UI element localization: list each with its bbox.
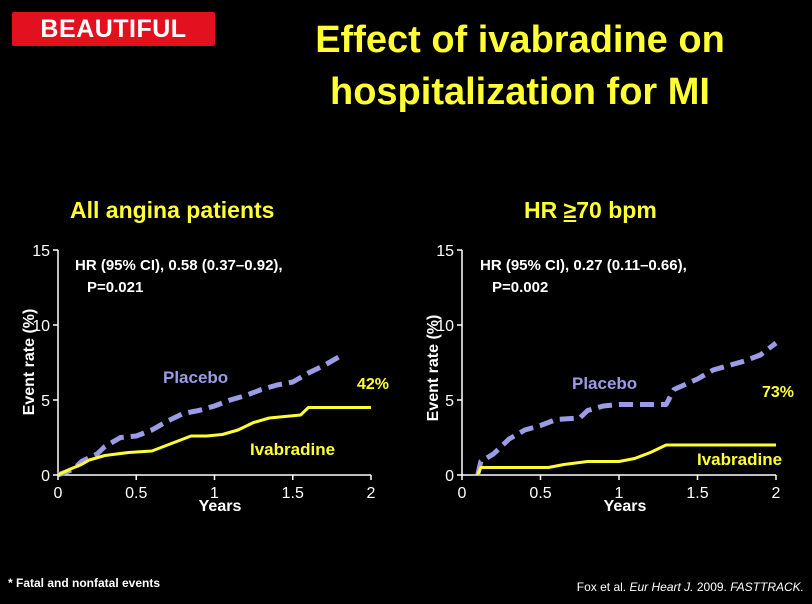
y-tick-label: 10 <box>436 318 454 335</box>
risk-reduction-label: 42% <box>357 376 389 393</box>
placebo-series-line <box>57 354 341 478</box>
p-value-text: P=0.002 <box>492 279 548 296</box>
y-tick-label: 5 <box>41 393 50 410</box>
placebo-series-label: Placebo <box>163 368 228 387</box>
logo-text: BEAUTIFUL <box>40 14 187 43</box>
hazard-ratio-text: HR (95% CI), 0.58 (0.37–0.92), <box>75 257 283 274</box>
title-line-1: Effect of ivabradine on <box>315 19 725 61</box>
x-tick-label: 0 <box>54 485 63 502</box>
hazard-ratio-text: HR (95% CI), 0.27 (0.11–0.66), <box>480 257 687 274</box>
y-tick-label: 15 <box>32 243 50 260</box>
x-tick-label: 0 <box>458 485 467 502</box>
slide-title: Effect of ivabradine on hospitalization … <box>250 14 790 118</box>
title-symbol: ≥ <box>563 197 577 223</box>
footnote: * Fatal and nonfatal events <box>8 576 161 590</box>
risk-reduction-label: 73% <box>762 384 794 401</box>
x-tick-label: 1 <box>210 485 219 502</box>
y-tick-label: 0 <box>41 468 50 485</box>
x-tick-label: 0.5 <box>125 485 147 502</box>
y-tick-label: 0 <box>445 468 454 485</box>
title-suffix: 70 bpm <box>576 197 657 223</box>
x-tick-label: 1.5 <box>686 485 708 502</box>
placebo-series-label: Placebo <box>572 374 637 393</box>
title-prefix: HR <box>524 197 564 223</box>
citation-tag: FASTTRACK. <box>730 580 804 594</box>
y-axis-label: Event rate (%) <box>21 309 38 416</box>
citation-year: 2009. <box>696 580 727 594</box>
y-tick-label: 10 <box>32 318 50 335</box>
ivabradine-series-label: Ivabradine <box>250 440 335 459</box>
placebo-series-line <box>475 341 778 476</box>
citation-author: Fox et al. <box>576 580 627 594</box>
ivabradine-series-line <box>57 406 371 477</box>
title-line-2: hospitalization for MI <box>330 71 710 113</box>
x-tick-label: 1 <box>615 485 624 502</box>
ivabradine-series-label: Ivabradine <box>697 450 782 469</box>
chart-left-title: All angina patients <box>70 197 275 223</box>
brand-logo: BEAUTIFUL <box>12 12 215 46</box>
x-axis-label: Years <box>199 498 242 515</box>
ivabradine-series-line <box>476 443 776 476</box>
p-value-text: P=0.021 <box>87 279 143 296</box>
citation: Fox et al. Eur Heart J. 2009. FASTTRACK. <box>577 580 804 594</box>
chart-right-title: HR ≥70 bpm <box>524 197 657 224</box>
x-axis-label: Years <box>604 498 647 515</box>
y-tick-label: 15 <box>436 243 454 260</box>
y-tick-label: 5 <box>445 393 454 410</box>
x-tick-label: 2 <box>772 485 781 502</box>
x-tick-label: 0.5 <box>529 485 551 502</box>
x-tick-label: 1.5 <box>282 485 304 502</box>
citation-journal: Eur Heart J. <box>629 580 694 594</box>
y-axis-label: Event rate (%) <box>425 315 442 422</box>
x-tick-label: 2 <box>367 485 376 502</box>
